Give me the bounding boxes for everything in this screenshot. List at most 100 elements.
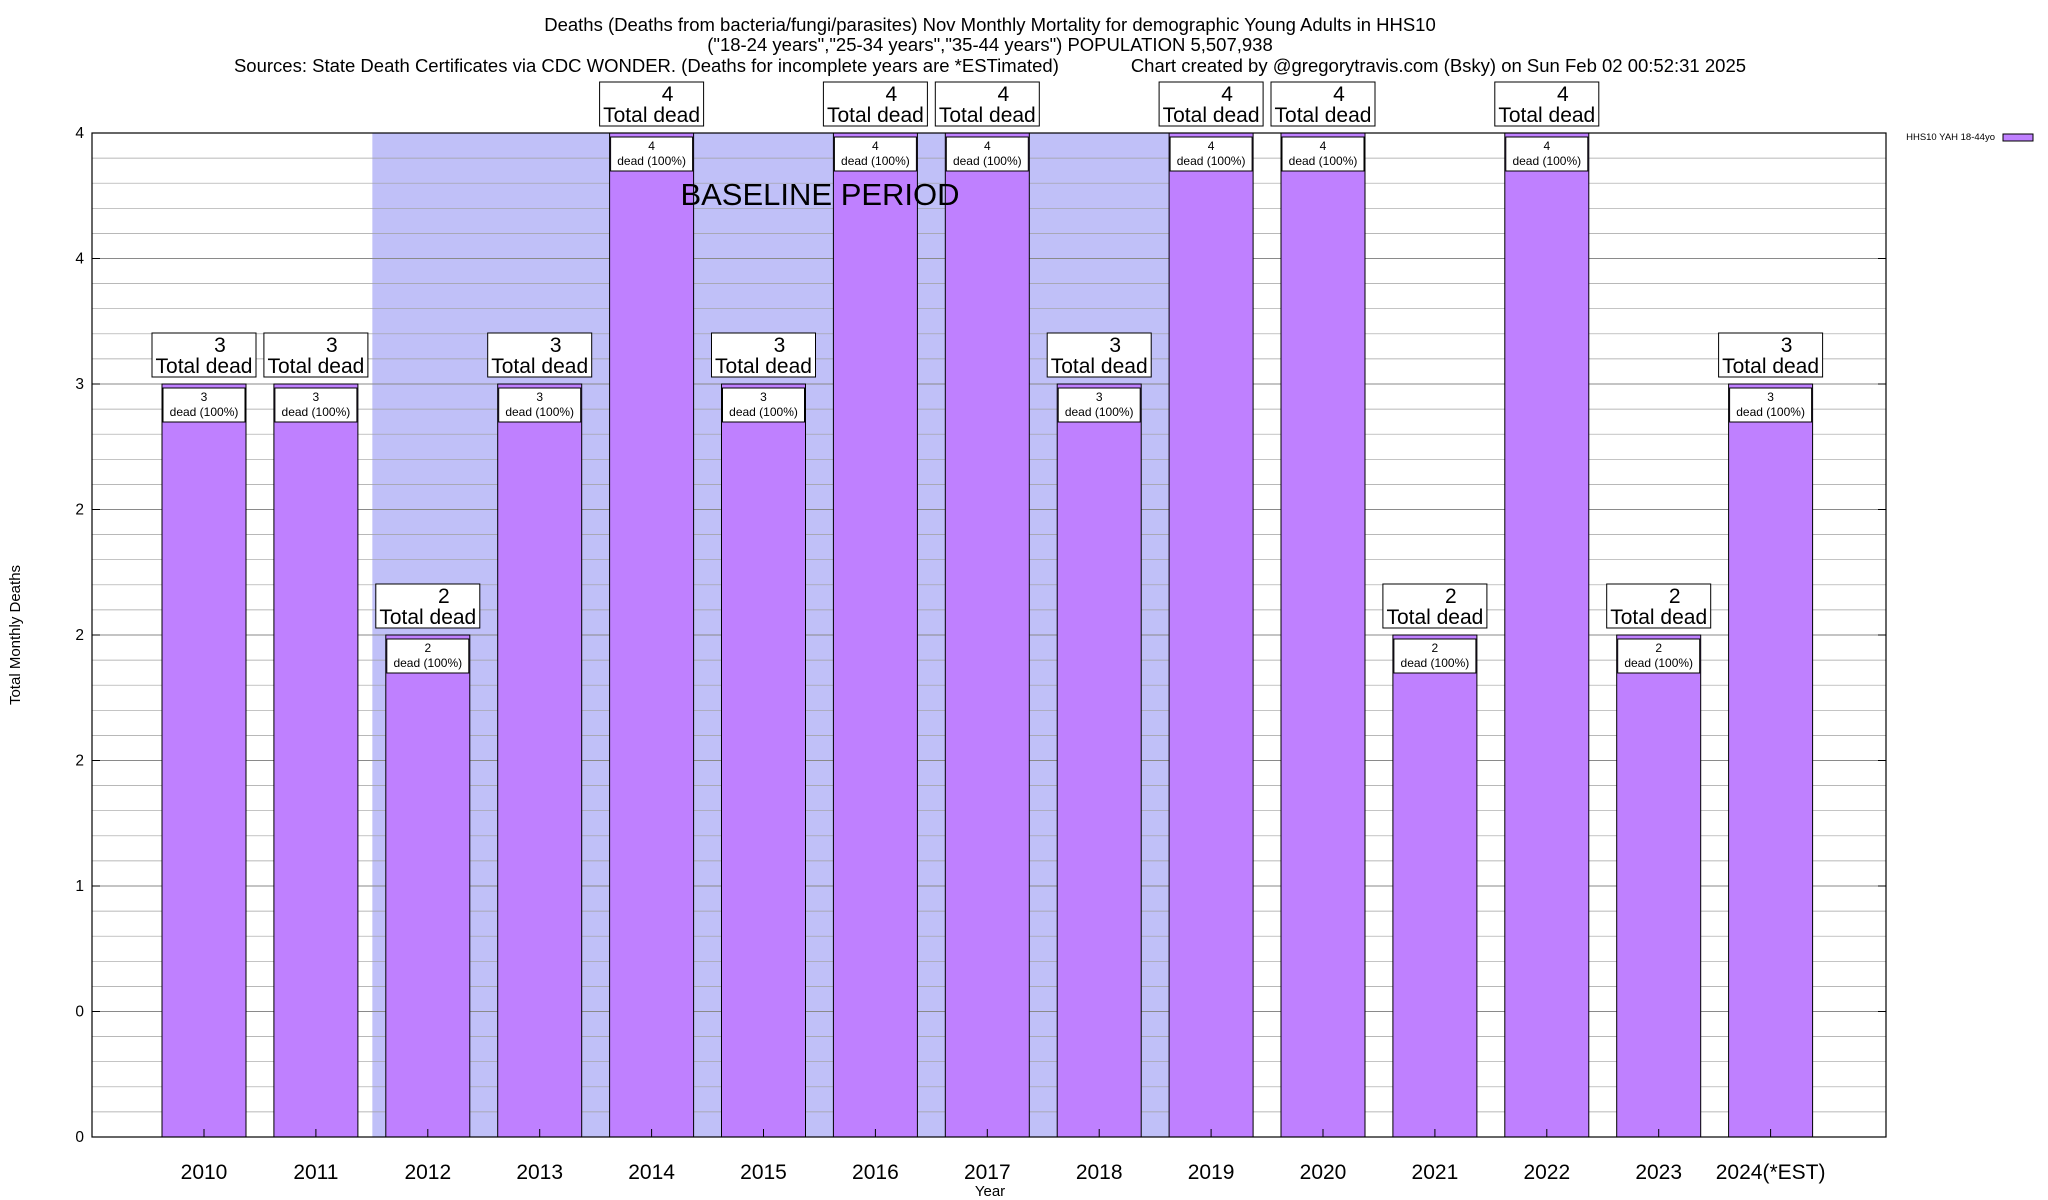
bar-total-text-label: Total dead [827,104,924,127]
x-tick-label-2023: 2023 [1635,1161,1682,1184]
bar-2014 [609,132,695,1138]
bar-inner-percent-label: dead (100%) [841,154,910,168]
bar-total-text-label: Total dead [1163,104,1260,127]
bar-total-value-label: 4 [997,83,1009,106]
bar-inner-label-box [1169,136,1253,172]
bar-inner-value-label: 4 [984,139,991,153]
bar-inner-percent-label: dead (100%) [1512,154,1581,168]
bar-total-label-box [375,583,481,629]
legend: HHS10 YAH 18-44yo [1906,132,2034,143]
bar-inner-value-label: 3 [1096,390,1103,404]
bar-total-value-label: 2 [438,585,450,608]
bar-2017 [944,132,1030,1138]
bar-inner-value-label: 3 [1767,390,1774,404]
bar-inner-label-box [610,136,694,172]
x-tick-label-2010: 2010 [181,1161,228,1184]
bar-total-label-box [1382,583,1488,629]
y-axis-ticks: 0 0 1 2 2 2 3 4 4 [75,125,1886,1146]
bar-inner-value-label: 3 [536,390,543,404]
x-tick-label-2011: 2011 [293,1161,338,1184]
bar-total-label-box [151,332,257,378]
bar-total-text-label: Total dead [939,104,1036,127]
bar-total-label-box [1270,81,1376,127]
y-tick-label: 0 [75,1004,84,1021]
bar-total-value-label: 3 [774,334,786,357]
bar-2019 [1168,132,1254,1138]
title-line-2: ("18-24 years","25-34 years","35-44 year… [707,34,1273,55]
bar-total-text-label: Total dead [379,606,476,629]
bar-total-label-box [487,332,593,378]
bar-total-text-label: Total dead [1610,606,1707,629]
bar-inner-label-box [1281,136,1365,172]
bar-inner-label-box [274,387,358,423]
bar-inner-percent-label: dead (100%) [1289,154,1358,168]
x-tick-label-2014: 2014 [628,1161,675,1184]
x-tick-label-2022: 2022 [1523,1161,1570,1184]
bar-total-value-label: 3 [1781,334,1793,357]
bar-inner-percent-label: dead (100%) [170,405,239,419]
bar-inner-label-box [1505,136,1589,172]
bar-inner-percent-label: dead (100%) [393,656,462,670]
bar-total-value-label: 3 [550,334,562,357]
bar-total-value-label: 2 [1669,585,1681,608]
bar-total-value-label: 4 [1221,83,1233,106]
bar-total-text-label: Total dead [1498,104,1595,127]
bar-total-text-label: Total dead [491,355,588,378]
x-tick-label-2020: 2020 [1300,1161,1347,1184]
legend-entry-label: HHS10 YAH 18-44yo [1906,132,1995,143]
y-tick-label: 2 [75,627,84,644]
bar-total-text-label: Total dead [1051,355,1148,378]
bar-total-label-box [1718,332,1824,378]
bar-2012 [385,634,471,1138]
bar-inner-value-label: 2 [1655,641,1662,655]
bar-2021 [1392,634,1478,1138]
legend-swatch [2002,133,2034,142]
y-tick-label: 2 [75,753,84,770]
bar-total-label-box [263,332,369,378]
y-tick-label: 4 [75,251,84,268]
bar-total-value-label: 4 [886,83,898,106]
bar-2020 [1280,132,1366,1138]
bar-2015 [721,383,806,1138]
bar-total-value-label: 3 [1109,334,1121,357]
bar-2011 [273,383,359,1138]
bar-total-label-box [1046,332,1152,378]
bar-total-label-box [599,81,705,127]
title-line-1: Deaths (Deaths from bacteria/fungi/paras… [544,14,1436,35]
bar-2022 [1504,132,1590,1138]
bar-inner-value-label: 4 [1320,139,1327,153]
y-tick-label: 4 [75,125,84,142]
x-tick-label-2024(*EST): 2024(*EST) [1716,1161,1826,1184]
bar-total-text-label: Total dead [715,355,812,378]
bar-total-text-label: Total dead [603,104,700,127]
bar-inner-value-label: 2 [424,641,431,655]
bar-total-value-label: 3 [326,334,338,357]
y-tick-label: 2 [75,502,84,519]
bar-inner-percent-label: dead (100%) [282,405,351,419]
bar-inner-value-label: 3 [201,390,208,404]
x-axis-ticks: 2010 2011 2012 2013 2014 2015 2016 2017 2018 2019… [181,1129,1826,1184]
bar-inner-label-box [162,387,246,423]
baseline-period-label: BASELINE PERIOD [680,177,959,212]
bar-2024(*EST) [1728,383,1814,1138]
bar-inner-percent-label: dead (100%) [1624,656,1693,670]
bar-inner-percent-label: dead (100%) [505,405,574,419]
bar-inner-percent-label: dead (100%) [729,405,798,419]
x-tick-label-2019: 2019 [1188,1161,1235,1184]
bar-total-label-box [1158,81,1264,127]
bar-total-label-box [1606,583,1712,629]
bar-total-text-label: Total dead [1386,606,1483,629]
bar-2023 [1616,634,1702,1138]
bar-inner-label-box [1057,387,1141,423]
bar-inner-percent-label: dead (100%) [953,154,1022,168]
x-tick-label-2017: 2017 [964,1161,1011,1184]
x-tick-label-2013: 2013 [516,1161,563,1184]
bar-total-text-label: Total dead [156,355,253,378]
x-tick-label-2015: 2015 [740,1161,787,1184]
bar-total-label-box [934,81,1040,127]
bar-inner-value-label: 4 [1543,139,1550,153]
y-tick-label: 1 [75,878,84,895]
bar-inner-percent-label: dead (100%) [1401,656,1470,670]
bar-total-value-label: 4 [662,83,674,106]
bars [161,132,1814,1138]
